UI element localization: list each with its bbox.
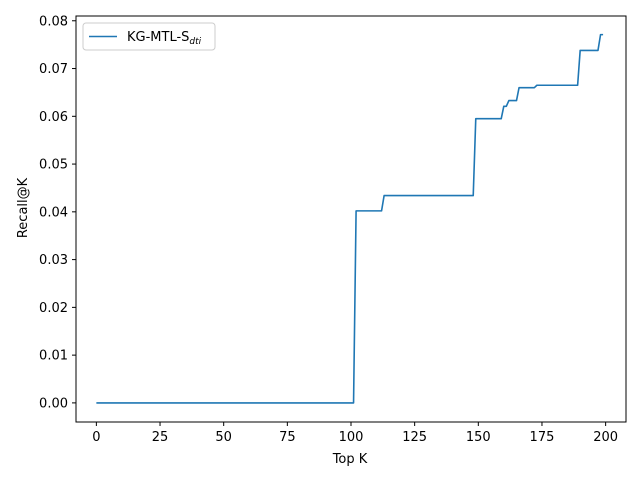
y-tick-label: 0.08 bbox=[39, 14, 68, 29]
x-axis-ticks: 0 25 50 75 100 125 150 175 200 bbox=[92, 422, 618, 445]
x-tick-label: 175 bbox=[530, 430, 555, 445]
legend-entry-label: KG-MTL-Sdti bbox=[127, 30, 202, 47]
y-tick-label: 0.05 bbox=[39, 158, 68, 173]
legend-entry-name: KG-MTL-S bbox=[127, 30, 189, 45]
y-axis-ticks: 0.00 0.01 0.02 0.03 0.04 0.05 0.06 0.07 0.08 bbox=[39, 14, 76, 411]
y-tick-label: 0.06 bbox=[39, 110, 68, 125]
x-tick-label: 150 bbox=[466, 430, 491, 445]
x-tick-label: 0 bbox=[92, 430, 100, 445]
y-tick-label: 0.00 bbox=[39, 396, 68, 411]
series-line-0 bbox=[96, 33, 604, 404]
legend: KG-MTL-Sdti bbox=[82, 22, 216, 51]
x-tick-label: 125 bbox=[402, 430, 427, 445]
legend-entry-subscript: dti bbox=[189, 37, 201, 47]
x-axis-label: Top K bbox=[332, 452, 368, 467]
x-tick-label: 75 bbox=[279, 430, 296, 445]
y-tick-label: 0.01 bbox=[39, 349, 68, 364]
x-tick-label: 200 bbox=[593, 430, 618, 445]
x-tick-label: 25 bbox=[152, 430, 169, 445]
y-tick-label: 0.02 bbox=[39, 301, 68, 316]
x-tick-label: 100 bbox=[339, 430, 364, 445]
legend-box bbox=[82, 22, 216, 51]
y-tick-label: 0.07 bbox=[39, 62, 68, 77]
y-tick-label: 0.04 bbox=[39, 205, 68, 220]
y-tick-label: 0.03 bbox=[39, 253, 68, 268]
x-tick-label: 50 bbox=[215, 430, 232, 445]
y-axis-label: Recall@K bbox=[16, 177, 31, 238]
